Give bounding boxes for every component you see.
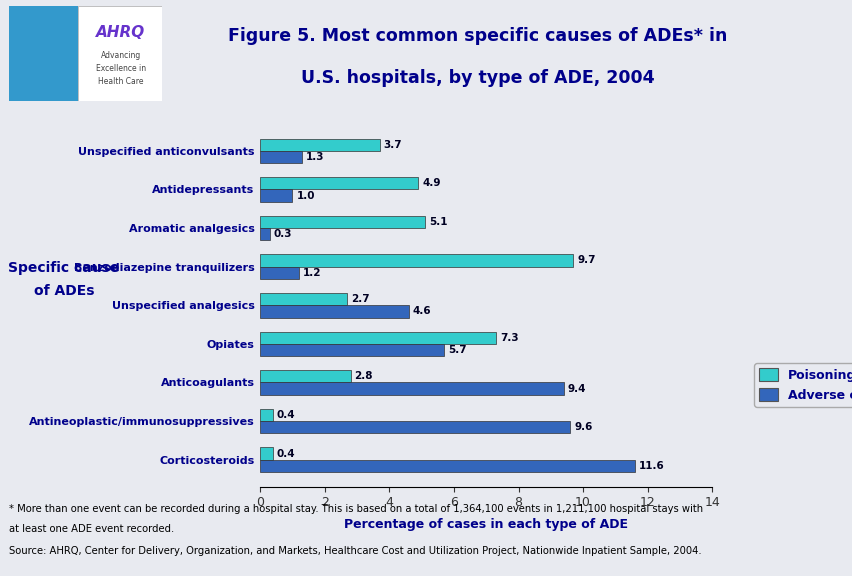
Bar <box>260 370 350 382</box>
Bar <box>260 177 417 190</box>
Legend: Poisoning, Adverse effect: Poisoning, Adverse effect <box>753 363 852 407</box>
Bar <box>78 6 162 101</box>
Text: 11.6: 11.6 <box>638 461 664 471</box>
Text: 3.7: 3.7 <box>383 140 401 150</box>
Text: 0.4: 0.4 <box>277 449 296 458</box>
Text: 4.6: 4.6 <box>412 306 431 316</box>
Bar <box>260 382 563 395</box>
Bar <box>9 6 78 101</box>
Bar <box>260 228 269 240</box>
Text: 9.7: 9.7 <box>577 256 595 266</box>
Bar <box>260 460 634 472</box>
Text: Excellence in: Excellence in <box>95 64 146 73</box>
Bar <box>260 344 444 356</box>
Bar <box>260 255 573 267</box>
Text: 5.1: 5.1 <box>429 217 446 227</box>
Text: * More than one event can be recorded during a hospital stay. This is based on a: * More than one event can be recorded du… <box>9 504 702 514</box>
Bar <box>260 190 292 202</box>
Text: 0.4: 0.4 <box>277 410 296 420</box>
Bar <box>260 151 302 163</box>
Text: at least one ADE event recorded.: at least one ADE event recorded. <box>9 524 174 534</box>
Text: Source: AHRQ, Center for Delivery, Organization, and Markets, Healthcare Cost an: Source: AHRQ, Center for Delivery, Organ… <box>9 546 700 556</box>
Text: 9.4: 9.4 <box>567 384 585 393</box>
Bar <box>260 138 379 151</box>
Text: 9.6: 9.6 <box>573 422 592 432</box>
Text: 2.7: 2.7 <box>351 294 370 304</box>
Text: Health Care: Health Care <box>98 77 143 86</box>
Bar <box>260 421 569 434</box>
Bar <box>260 293 347 305</box>
Bar <box>260 305 408 317</box>
Text: of ADEs: of ADEs <box>34 284 94 298</box>
Bar <box>260 448 273 460</box>
Text: 4.9: 4.9 <box>422 179 440 188</box>
Text: 5.7: 5.7 <box>447 345 466 355</box>
Text: 2.8: 2.8 <box>354 372 372 381</box>
Text: Specific cause: Specific cause <box>9 261 119 275</box>
Text: U.S. hospitals, by type of ADE, 2004: U.S. hospitals, by type of ADE, 2004 <box>301 69 653 87</box>
Text: AHRQ: AHRQ <box>96 25 145 40</box>
Bar <box>260 332 495 344</box>
Text: 0.3: 0.3 <box>273 229 292 239</box>
Text: 1.2: 1.2 <box>302 268 321 278</box>
Text: 7.3: 7.3 <box>499 333 518 343</box>
X-axis label: Percentage of cases in each type of ADE: Percentage of cases in each type of ADE <box>344 518 627 530</box>
Bar <box>260 409 273 421</box>
Text: Figure 5. Most common specific causes of ADEs* in: Figure 5. Most common specific causes of… <box>227 27 727 46</box>
Text: 1.0: 1.0 <box>296 191 314 200</box>
Bar <box>260 267 298 279</box>
Text: Advancing: Advancing <box>101 51 141 60</box>
Text: 1.3: 1.3 <box>306 152 324 162</box>
Bar <box>260 216 424 228</box>
